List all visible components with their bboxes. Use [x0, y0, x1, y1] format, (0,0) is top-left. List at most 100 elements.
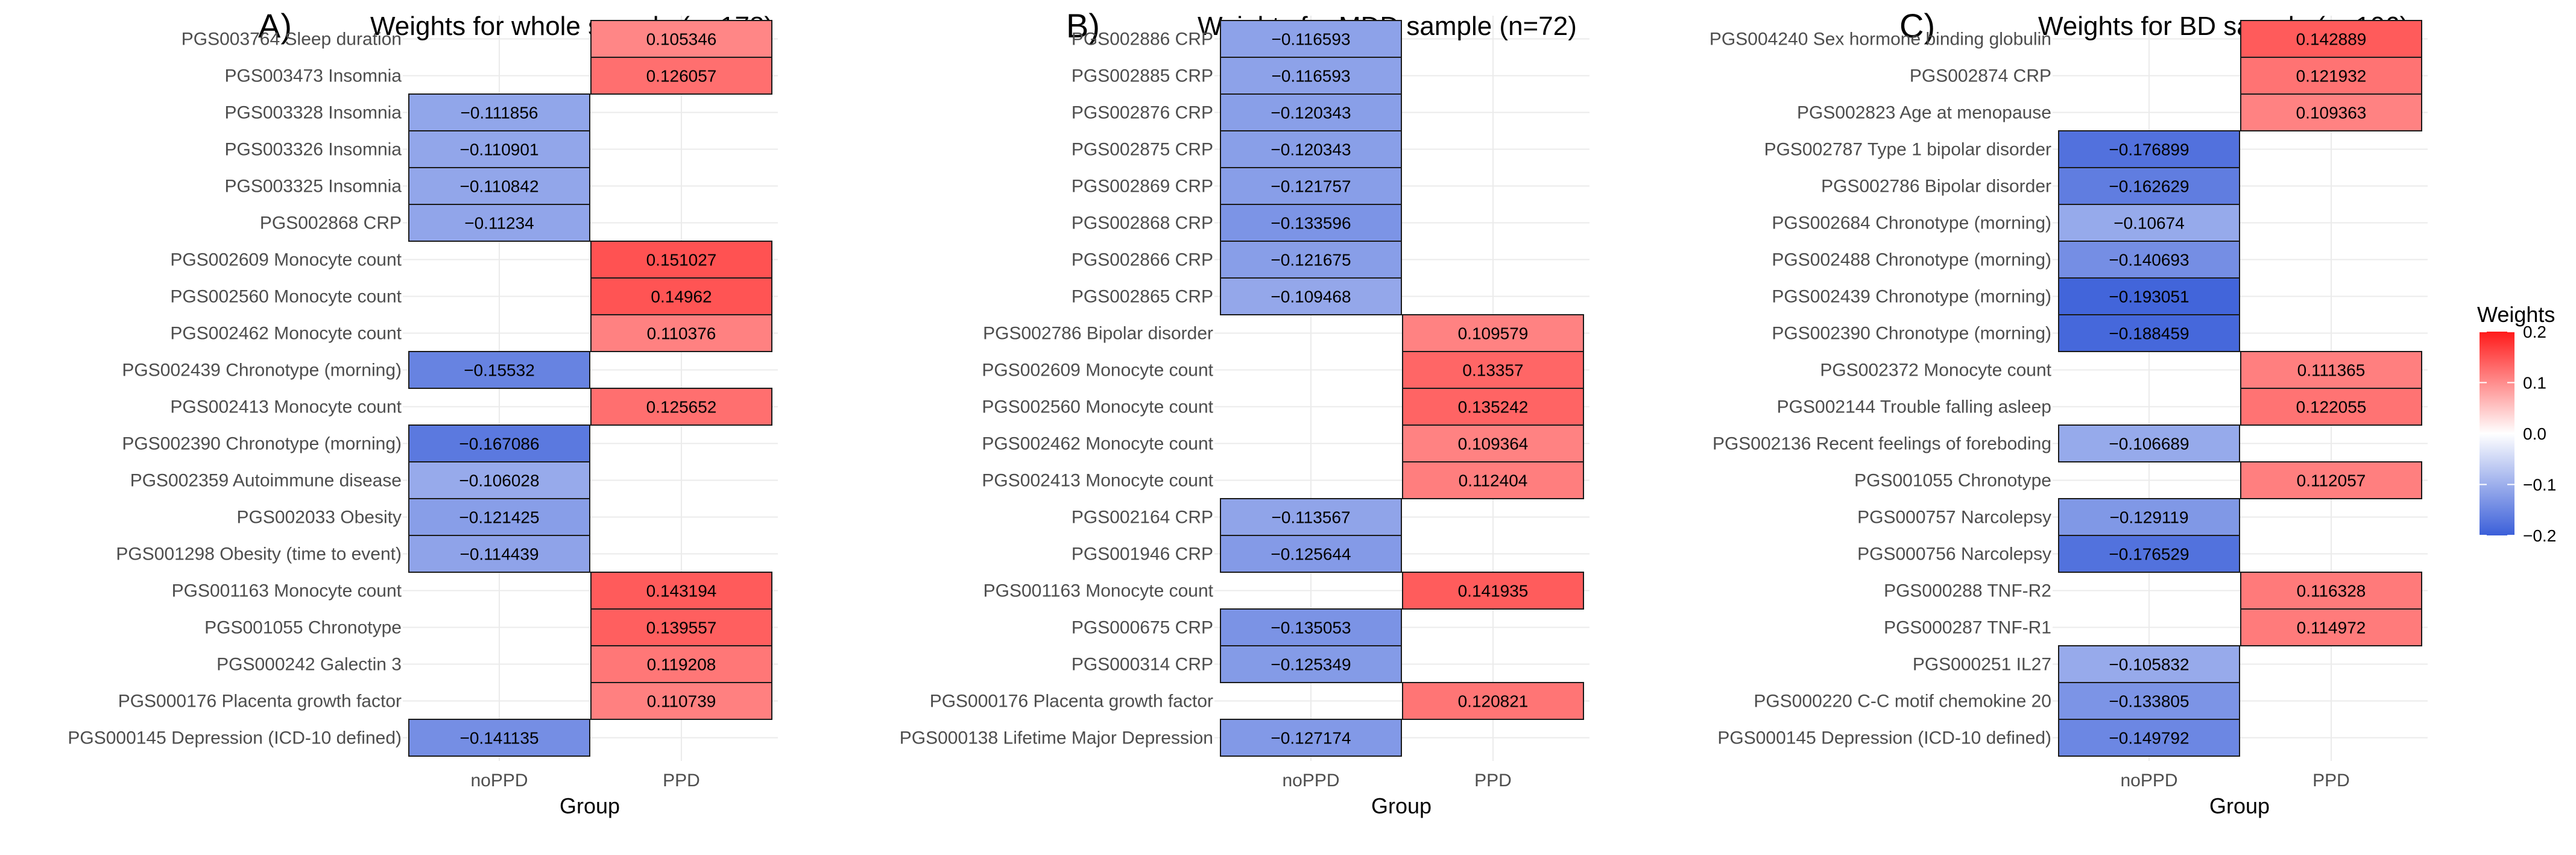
cell-value-label: 0.122055 [2296, 398, 2367, 417]
cell-value-label: −0.109468 [1271, 288, 1351, 306]
cell-value-label: 0.14962 [651, 288, 712, 306]
heatmap-cell [590, 572, 772, 610]
cell-value-label: −0.133596 [1271, 214, 1351, 233]
cell-value-label: −0.15532 [464, 361, 535, 380]
heatmap-cell [408, 719, 590, 757]
cell-value-label: −0.110842 [459, 177, 538, 196]
heatmap-cell [2240, 351, 2422, 389]
row-label: PGS000314 CRP [1072, 655, 1213, 675]
heatmap-cell [2058, 645, 2240, 683]
row-label: PGS002875 CRP [1072, 140, 1213, 160]
heatmap-cell [2058, 719, 2240, 757]
cell-value-label: 0.110739 [647, 692, 716, 711]
row-label: PGS002609 Monocyte count [982, 361, 1213, 380]
cell-value-label: 0.121932 [2296, 67, 2367, 86]
row-label: PGS000251 IL27 [1913, 655, 2051, 675]
x-axis-title: Group [2209, 793, 2270, 818]
cell-value-label: 0.119208 [647, 655, 716, 674]
heatmap-cell [590, 20, 772, 58]
cell-value-label: 0.13357 [1462, 361, 1523, 380]
cell-value-label: 0.141935 [1458, 582, 1529, 601]
heatmap-cell [1402, 461, 1584, 499]
heatmap-cell [590, 57, 772, 95]
row-label: PGS002609 Monocyte count [170, 250, 402, 270]
x-axis-title: Group [560, 793, 620, 818]
cell-value-label: −0.149792 [2109, 729, 2189, 748]
heatmap-cell [1402, 424, 1584, 462]
cell-value-label: −0.120343 [1271, 140, 1351, 159]
row-label: PGS000220 C-C motif chemokine 20 [1754, 692, 2051, 711]
row-label: PGS002033 Obesity [236, 508, 402, 528]
heatmap-cell [408, 167, 590, 205]
cell-value-label: 0.135242 [1458, 398, 1529, 417]
row-label: PGS002865 CRP [1072, 287, 1213, 307]
row-label: PGS002876 CRP [1072, 103, 1213, 123]
heatmap-cell [1220, 241, 1402, 279]
cell-value-label: −0.167086 [459, 435, 539, 453]
row-label: PGS002488 Chronotype (morning) [1772, 250, 2051, 270]
heatmap-cell [1220, 93, 1402, 131]
row-label: PGS002868 CRP [1072, 213, 1213, 233]
row-label: PGS002823 Age at menopause [1797, 103, 2051, 123]
row-label: PGS002462 Monocyte count [982, 434, 1213, 454]
cell-value-label: 0.143194 [646, 582, 717, 601]
cell-value-label: −0.193051 [2109, 288, 2189, 306]
row-label: PGS003764 Sleep duration [182, 30, 402, 49]
cell-value-label: −0.125349 [1271, 655, 1351, 674]
cell-value-label: 0.126057 [646, 67, 717, 86]
heatmap-cell [1402, 314, 1584, 352]
cell-value-label: −0.121757 [1271, 177, 1351, 196]
row-label: PGS000138 Lifetime Major Depression [900, 728, 1213, 748]
cell-value-label: −0.127174 [1271, 729, 1351, 748]
row-label: PGS000176 Placenta growth factor [930, 692, 1213, 711]
row-label: PGS002462 Monocyte count [170, 324, 402, 344]
row-label: PGS001163 Monocyte count [172, 581, 402, 601]
row-label: PGS002684 Chronotype (morning) [1772, 213, 2051, 233]
heatmap-cell [2058, 204, 2240, 242]
cell-value-label: −0.10674 [2114, 214, 2185, 233]
cell-value-label: −0.176899 [2109, 140, 2189, 159]
x-tick-label: noPPD [470, 771, 528, 790]
heatmap-cell [2240, 20, 2422, 58]
cell-value-label: 0.139557 [646, 619, 717, 637]
heatmap-cell [1220, 645, 1402, 683]
legend-tick-label: −0.2 [2523, 526, 2556, 545]
heatmap-panel: C) Weights for BD sample (n=106)PGS004240… [1709, 7, 2428, 818]
cell-value-label: −0.121675 [1271, 251, 1351, 270]
cell-value-label: −0.141135 [459, 729, 538, 748]
row-label: PGS000756 Narcolepsy [1857, 544, 2051, 564]
row-label: PGS002874 CRP [1910, 66, 2051, 86]
cell-value-label: −0.11234 [464, 214, 534, 233]
heatmap-panel: B)Weights for MDD sample (n=72)PGS002886… [900, 7, 1589, 818]
row-label: PGS002144 Trouble falling asleep [1777, 397, 2051, 417]
heatmap-cell [2240, 461, 2422, 499]
row-label: PGS001055 Chronotype [204, 618, 402, 638]
heatmap-cell [2240, 608, 2422, 646]
row-label: PGS002787 Type 1 bipolar disorder [1764, 140, 2051, 160]
row-label: PGS002390 Chronotype (morning) [122, 434, 402, 454]
cell-value-label: 0.114972 [2297, 619, 2366, 637]
cell-value-label: 0.109364 [1458, 435, 1529, 453]
row-label: PGS002886 CRP [1072, 30, 1213, 49]
legend-tick-label: −0.1 [2523, 476, 2556, 494]
row-label: PGS001163 Monocyte count [983, 581, 1214, 601]
heatmap-cell [2240, 57, 2422, 95]
row-label: PGS001055 Chronotype [1854, 471, 2051, 491]
cell-value-label: −0.135053 [1271, 619, 1351, 637]
heatmap-panel: A) Weights for whole sample (n=178)PGS003… [68, 7, 778, 818]
row-label: PGS002372 Monocyte count [1820, 361, 2051, 380]
cell-value-label: −0.140693 [2109, 251, 2189, 270]
x-tick-label: PPD [663, 771, 700, 790]
cell-value-label: −0.111856 [461, 104, 538, 122]
cell-value-label: −0.105832 [2109, 655, 2189, 674]
heatmap-cell [1220, 20, 1402, 58]
cell-value-label: −0.125644 [1271, 545, 1351, 564]
heatmap-cell [2240, 93, 2422, 131]
row-label: PGS002869 CRP [1072, 177, 1213, 197]
color-legend: Weights 0.2 0.1 0.0 −0.1 −0.2 [2477, 302, 2556, 545]
row-label: PGS002786 Bipolar disorder [983, 324, 1213, 344]
heatmap-cell [2240, 388, 2422, 426]
row-label: PGS002439 Chronotype (morning) [1772, 287, 2051, 307]
panel-letter: B) [1066, 7, 1100, 45]
row-label: PGS002866 CRP [1072, 250, 1213, 270]
